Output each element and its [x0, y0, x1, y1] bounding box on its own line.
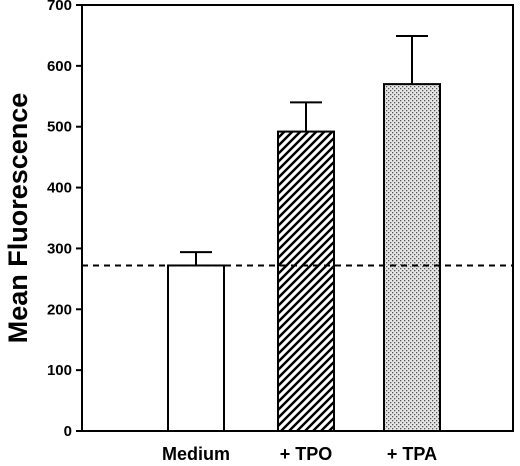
- y-tick-label: 100: [47, 362, 72, 379]
- error-bars: [180, 35, 428, 266]
- bar-tpo: [277, 130, 335, 432]
- x-category-label: + TPA: [387, 444, 437, 464]
- y-axis-ticks: 0 100 200 300 400 500 600 700: [47, 0, 82, 440]
- y-tick-label: 600: [47, 58, 72, 75]
- bar-medium: [167, 264, 225, 432]
- y-tick-label: 400: [47, 180, 72, 197]
- plot-frame: [81, 4, 514, 432]
- bars: [167, 83, 441, 432]
- bar-tpa: [383, 83, 441, 432]
- y-tick-label: 0: [64, 423, 72, 440]
- x-axis-labels: Medium + TPO + TPA: [162, 444, 437, 464]
- y-tick-label: 500: [47, 119, 72, 136]
- y-axis-title: Mean Fluorescence: [3, 93, 33, 344]
- y-tick-label: 200: [47, 301, 72, 318]
- y-tick-label: 300: [47, 240, 72, 257]
- y-tick-label: 700: [47, 0, 72, 14]
- x-category-label: Medium: [162, 444, 230, 464]
- x-category-label: + TPO: [280, 444, 333, 464]
